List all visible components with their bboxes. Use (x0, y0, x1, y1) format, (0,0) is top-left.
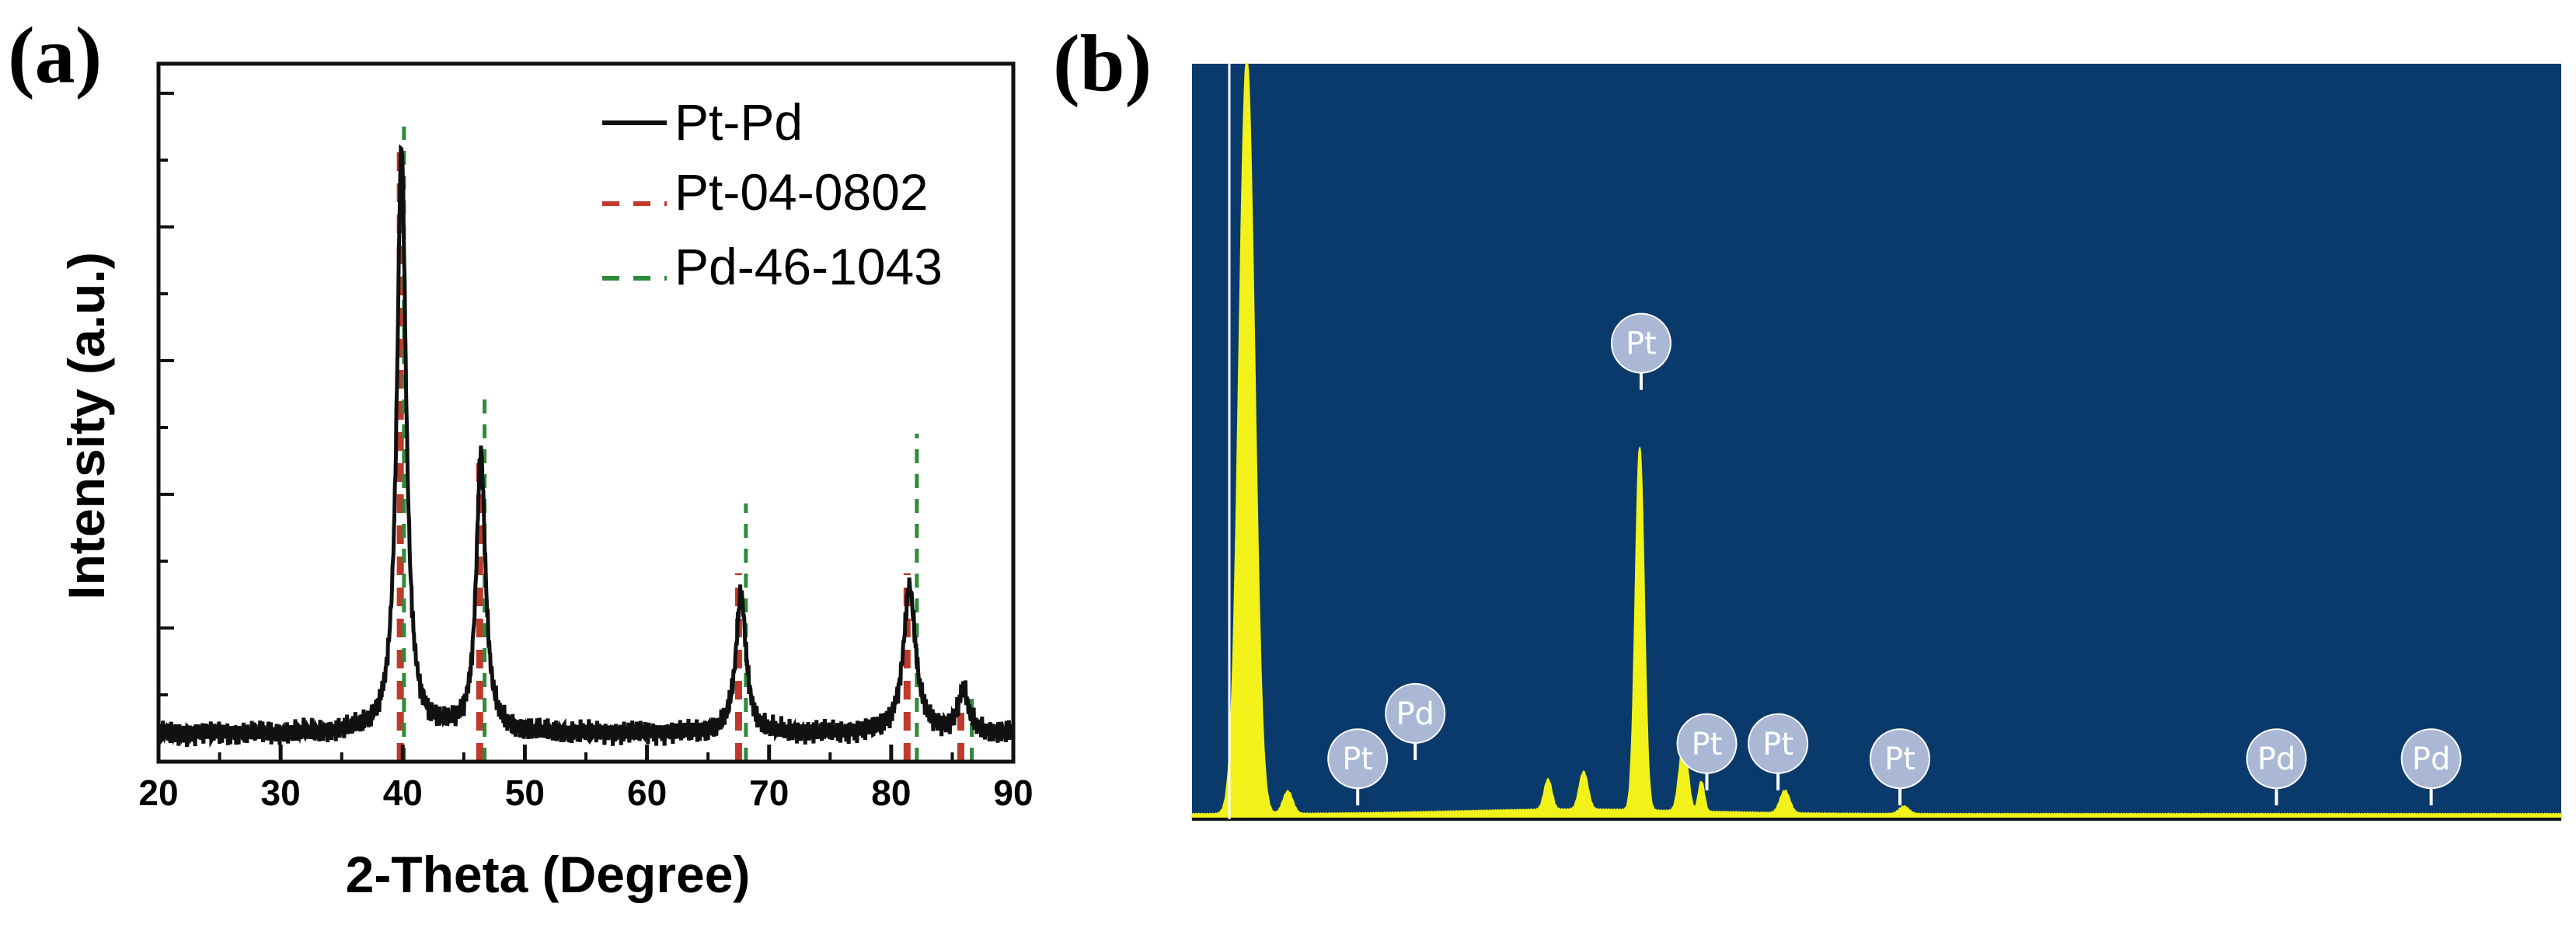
marker-badge (2246, 728, 2307, 790)
marker-badge (1610, 312, 1671, 374)
marker-label: Pt (1692, 727, 1723, 762)
marker-badge (2400, 728, 2462, 790)
element-marker-pt: Pt (1676, 713, 1738, 790)
element-marker-pt: Pt (1748, 713, 1809, 790)
legend-label-pt-ref: Pt-04-0802 (675, 163, 929, 221)
legend-label-pd-ref: Pd-46-1043 (675, 238, 943, 295)
legend: Pt-Pd Pt-04-0802 Pd-46-1043 (602, 93, 943, 295)
x-tick-label: 30 (261, 773, 301, 813)
marker-badge (1327, 728, 1389, 790)
x-axis-title: 2-Theta (Degree) (346, 846, 751, 903)
marker-label: Pt (1626, 326, 1657, 362)
panel-label-b: (b) (1053, 19, 1152, 108)
marker-label: Pt (1884, 741, 1915, 777)
xrd-chart: 20 30 40 50 60 70 80 90 2-Theta (Degree) Intens… (58, 61, 1034, 903)
legend-label-pt-pd: Pt-Pd (675, 93, 803, 151)
element-marker-pt: Pt (1610, 312, 1671, 390)
edx-spectrum: Pt Pd Pt Pt Pt Pt Pd Pd (1191, 63, 2562, 821)
x-tick-labels: 20 30 40 50 60 70 80 90 (138, 773, 1033, 813)
element-marker-pd: Pd (2400, 728, 2462, 806)
marker-badge (1869, 728, 1930, 790)
marker-badge (1385, 682, 1446, 744)
x-tick-label: 40 (383, 773, 423, 813)
x-tick-label: 70 (749, 773, 789, 813)
element-marker-pd: Pd (1385, 682, 1446, 760)
element-marker-pt: Pt (1327, 728, 1389, 806)
axis-ticks (156, 92, 1016, 762)
marker-label: Pd (2257, 741, 2296, 777)
panel-label-a: (a) (8, 11, 102, 100)
x-tick-label: 90 (993, 773, 1033, 813)
series-line-pt-pd (156, 144, 1016, 748)
x-tick-label: 80 (871, 773, 911, 813)
marker-label: Pt (1762, 727, 1793, 762)
marker-label: Pt (1342, 741, 1373, 777)
y-axis-title: Intensity (a.u.) (58, 252, 115, 599)
spectrum-area (1191, 63, 2562, 820)
marker-badge (1676, 713, 1738, 774)
x-tick-label: 50 (505, 773, 545, 813)
x-tick-label: 20 (138, 773, 178, 813)
x-tick-label: 60 (627, 773, 667, 813)
marker-label: Pd (1396, 696, 1434, 732)
reference-lines (396, 126, 974, 762)
marker-label: Pd (2412, 741, 2451, 777)
element-marker-pd: Pd (2246, 728, 2307, 806)
marker-badge (1748, 713, 1809, 774)
element-marker-pt: Pt (1869, 728, 1930, 806)
element-markers: Pt Pd Pt Pt Pt Pt Pd Pd (1327, 312, 2462, 806)
